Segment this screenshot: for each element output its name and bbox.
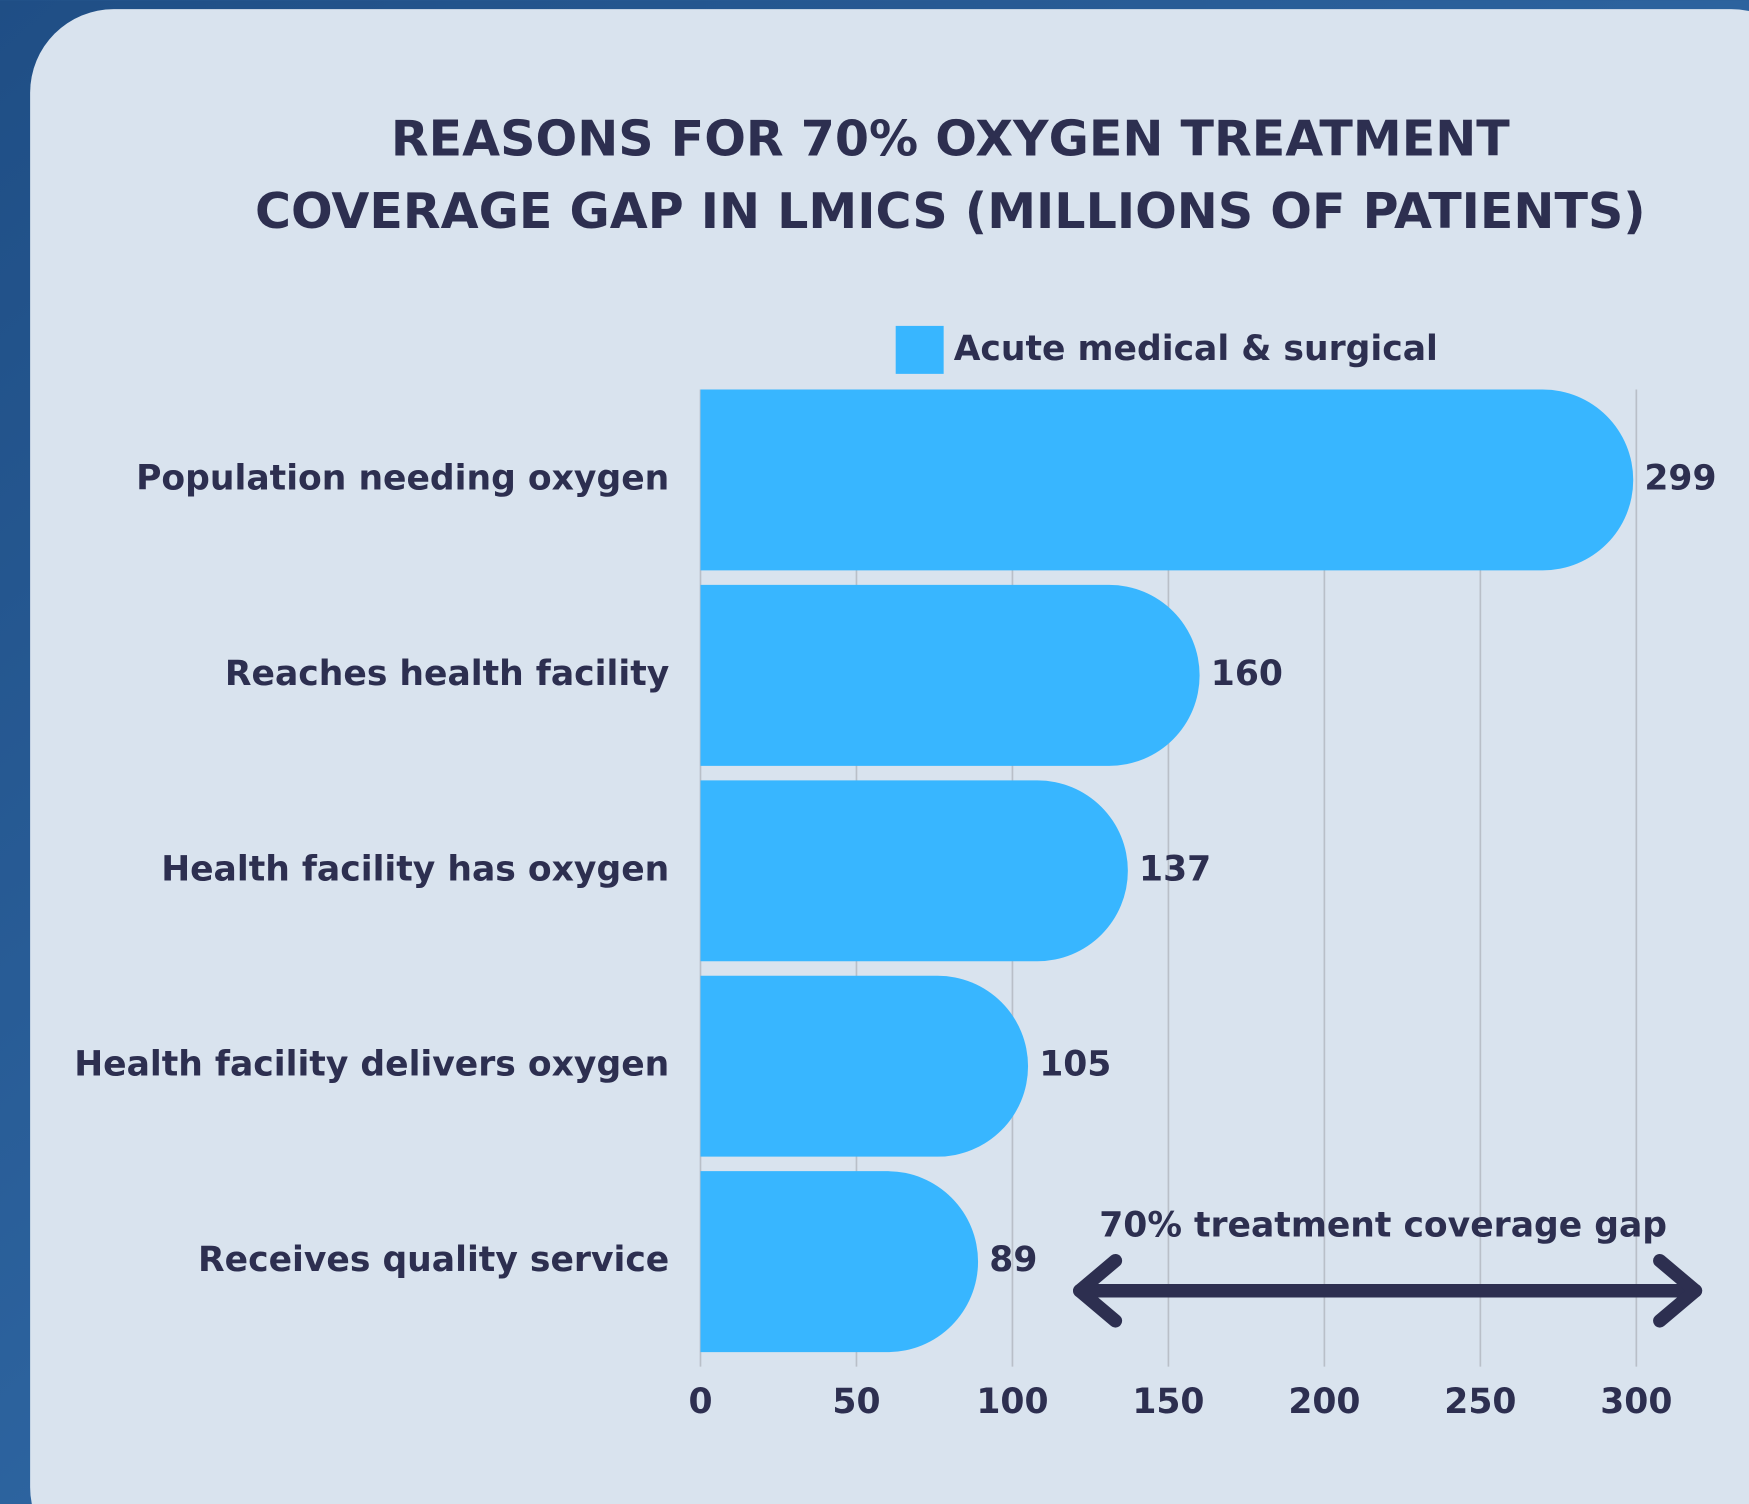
- annotation: 70% treatment coverage gap: [1099, 1206, 1667, 1246]
- x-tick-label: 300: [1600, 1382, 1672, 1422]
- y-tick-label: Receives quality service: [198, 1240, 669, 1280]
- x-tick-label: 50: [832, 1382, 880, 1422]
- chart-title: COVERAGE GAP IN LMICS (MILLIONS OF PATIE…: [255, 182, 1646, 240]
- y-tick-label: Health facility has oxygen: [161, 849, 669, 889]
- bar: [700, 1171, 979, 1353]
- value-label: 105: [1039, 1045, 1111, 1085]
- y-tick-label: Reaches health facility: [225, 654, 669, 694]
- bar: [700, 975, 1029, 1157]
- value-label: 299: [1644, 458, 1716, 498]
- x-tick-label: 250: [1444, 1382, 1516, 1422]
- x-tick-label: 150: [1132, 1382, 1204, 1422]
- value-label: 89: [989, 1240, 1037, 1280]
- y-tick-label: Health facility delivers oxygen: [74, 1045, 669, 1085]
- bar: [700, 780, 1128, 962]
- legend-label: Acute medical & surgical: [954, 329, 1438, 369]
- legend-swatch: [895, 325, 944, 374]
- bar: [700, 389, 1634, 571]
- x-tick-label: 100: [976, 1382, 1048, 1422]
- bar: [700, 584, 1200, 766]
- chart-title: REASONS FOR 70% OXYGEN TREATMENT: [391, 109, 1510, 167]
- x-tick-label: 0: [688, 1382, 712, 1422]
- value-label: 160: [1211, 654, 1283, 694]
- y-tick-label: Population needing oxygen: [136, 458, 669, 498]
- annotation-arrow: [1073, 1253, 1703, 1328]
- x-tick-label: 200: [1288, 1382, 1360, 1422]
- value-label: 137: [1139, 849, 1211, 889]
